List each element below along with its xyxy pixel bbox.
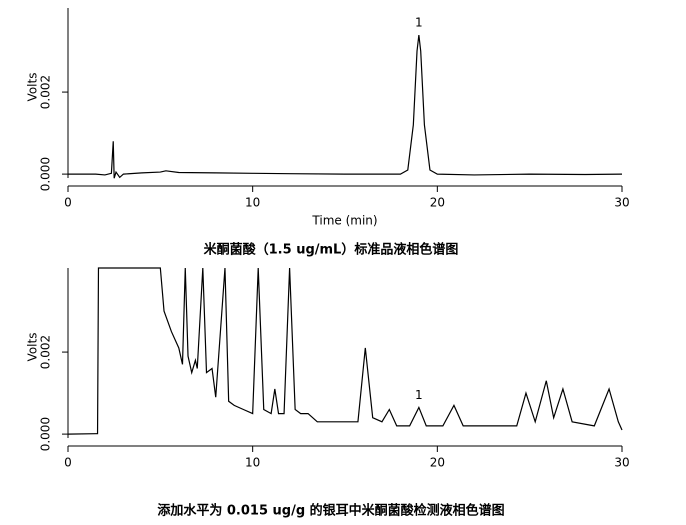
x-tick-label: 0 — [64, 196, 72, 210]
x-tick-label: 10 — [245, 196, 260, 210]
x-tick-label: 20 — [430, 196, 445, 210]
peak-label: 1 — [415, 16, 423, 30]
y-tick-label: 0.000 — [39, 417, 53, 451]
y-tick-label: 0.000 — [39, 157, 53, 191]
y-axis-label: Volts — [26, 333, 40, 362]
trace — [67, 267, 623, 435]
x-tick-label: 0 — [64, 456, 72, 470]
y-axis-label: Volts — [26, 73, 40, 102]
peak-label: 1 — [415, 388, 423, 402]
chart-title: 添加水平为 0.015 ug/g 的银耳中米酮菌酸检测液相色谱图 — [157, 503, 504, 519]
x-tick-label: 30 — [614, 456, 629, 470]
x-tick-label: 10 — [245, 456, 260, 470]
x-axis-label: Time (min) — [311, 214, 377, 228]
chart-title: 米酮菌酸（1.5 ug/mL）标准品液相色谱图 — [204, 242, 459, 258]
trace — [68, 35, 623, 179]
y-tick-label: 0.002 — [39, 335, 53, 369]
y-tick-label: 0.002 — [39, 75, 53, 109]
x-tick-label: 20 — [430, 456, 445, 470]
x-tick-label: 30 — [614, 196, 629, 210]
